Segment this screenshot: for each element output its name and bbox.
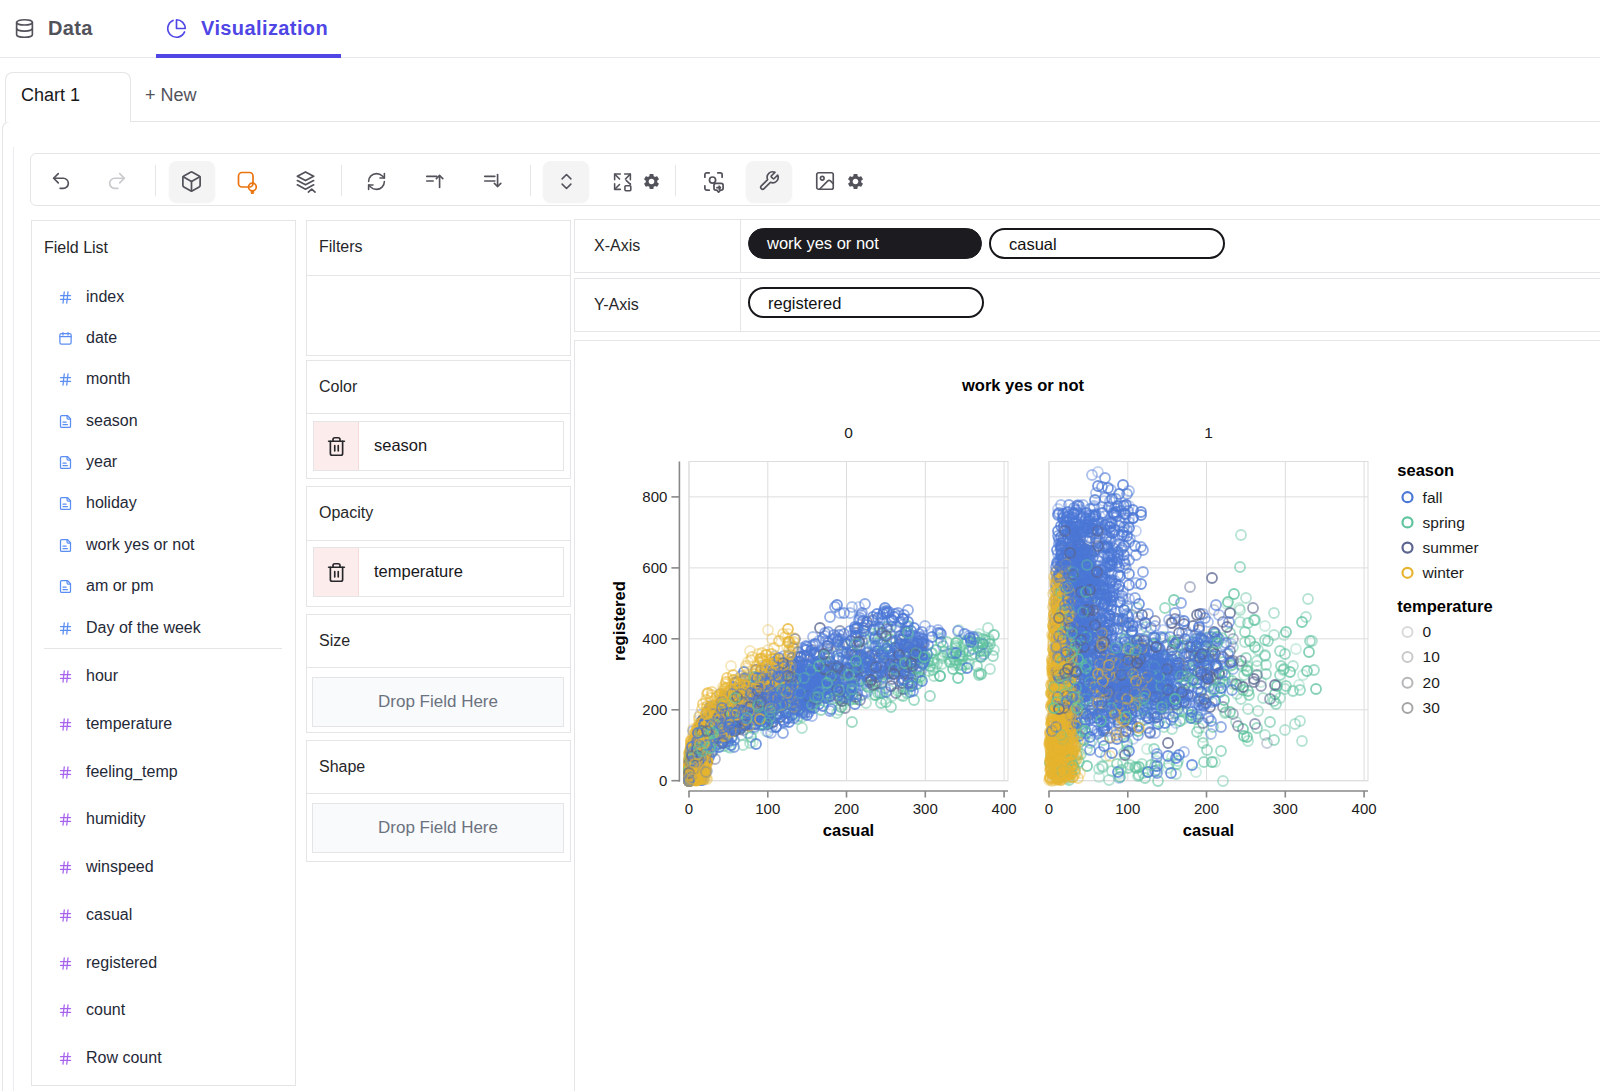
svg-text:temperature: temperature [1397,597,1492,615]
svg-text:work yes or not: work yes or not [961,376,1084,394]
svg-text:winter: winter [1422,564,1464,581]
svg-text:200: 200 [642,701,667,718]
svg-text:fall: fall [1423,489,1443,506]
svg-text:300: 300 [913,800,938,817]
svg-text:casual: casual [823,821,874,839]
svg-text:0: 0 [685,800,693,817]
svg-text:0: 0 [659,772,667,789]
svg-text:30: 30 [1423,699,1441,716]
svg-text:100: 100 [755,800,780,817]
svg-text:400: 400 [992,800,1017,817]
svg-text:800: 800 [642,488,667,505]
svg-text:0: 0 [1423,623,1432,640]
svg-text:spring: spring [1423,514,1465,531]
svg-text:20: 20 [1423,674,1441,691]
svg-text:300: 300 [1273,800,1298,817]
svg-text:casual: casual [1183,821,1234,839]
svg-text:0: 0 [844,424,853,441]
svg-text:400: 400 [1352,800,1377,817]
svg-text:registered: registered [610,581,628,661]
svg-text:100: 100 [1115,800,1140,817]
svg-text:0: 0 [1045,800,1053,817]
svg-text:400: 400 [642,630,667,647]
svg-text:season: season [1397,461,1454,479]
svg-text:600: 600 [642,559,667,576]
svg-text:summer: summer [1423,539,1479,556]
svg-text:10: 10 [1423,648,1441,665]
svg-text:200: 200 [1194,800,1219,817]
svg-text:1: 1 [1204,424,1213,441]
svg-text:200: 200 [834,800,859,817]
